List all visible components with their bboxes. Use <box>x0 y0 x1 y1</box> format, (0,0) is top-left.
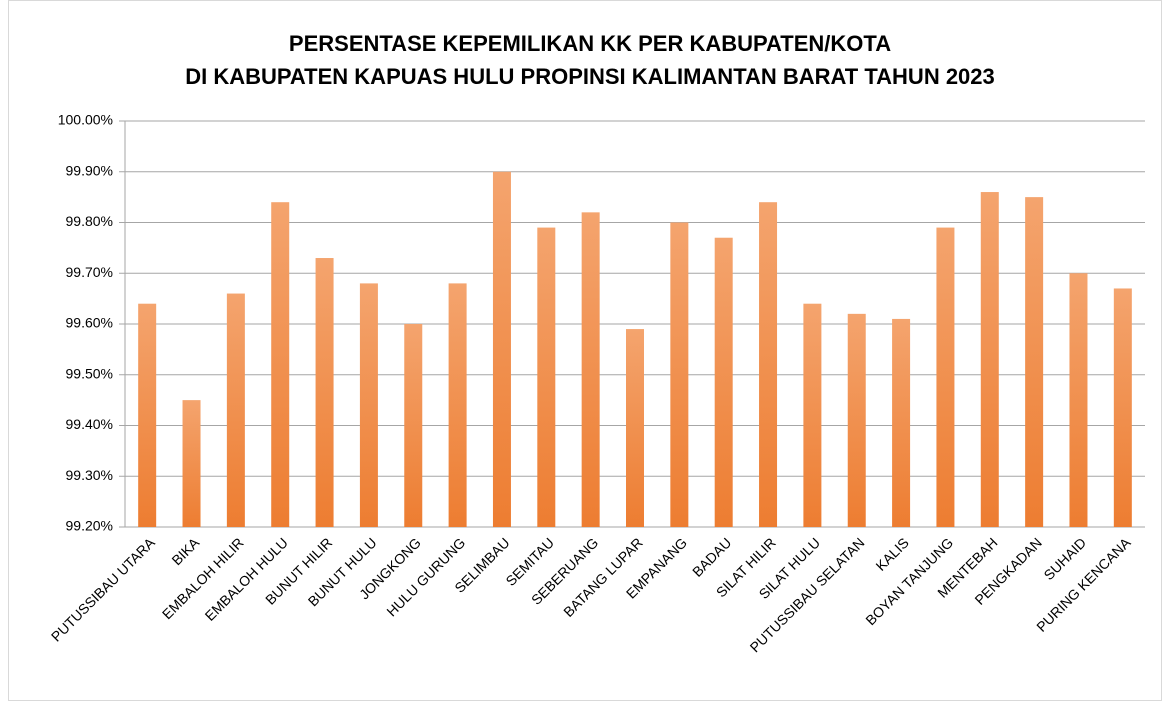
y-tick-label: 99.40% <box>66 416 113 432</box>
chart-title: DI KABUPATEN KAPUAS HULU PROPINSI KALIMA… <box>185 64 995 89</box>
bar <box>759 202 778 527</box>
y-tick-label: 99.60% <box>66 315 113 331</box>
x-tick-label: HULU GURUNG <box>383 534 468 619</box>
bar <box>448 283 467 527</box>
bar <box>359 283 378 527</box>
bar <box>1113 288 1132 527</box>
bar <box>492 171 511 527</box>
bar <box>182 400 201 527</box>
bar <box>1025 197 1044 527</box>
bar <box>714 237 733 527</box>
bar <box>271 202 290 527</box>
y-tick-label: 100.00% <box>58 112 113 128</box>
bar <box>315 258 334 527</box>
bar <box>138 303 157 527</box>
bar <box>404 324 423 527</box>
x-tick-label: BATANG LUPAR <box>560 534 646 620</box>
x-tick-label: EMBALOH HILIR <box>159 534 247 622</box>
bar <box>936 227 955 527</box>
y-tick-label: 99.90% <box>66 162 113 178</box>
y-tick-label: 99.30% <box>66 467 113 483</box>
x-tick-label: BIKA <box>168 534 202 568</box>
bar <box>980 192 999 528</box>
x-tick-label: PUTUSSIBAU UTARA <box>48 534 159 645</box>
y-tick-label: 99.20% <box>66 518 113 534</box>
bar <box>626 329 644 527</box>
bar <box>581 212 600 527</box>
x-tick-label: EMBALOH HULU <box>202 534 291 623</box>
bar <box>537 227 556 527</box>
bar <box>847 313 866 527</box>
bar <box>1069 273 1088 527</box>
bar <box>803 303 822 527</box>
bar <box>226 293 245 527</box>
chart-title: PERSENTASE KEPEMILIKAN KK PER KABUPATEN/… <box>289 31 891 56</box>
bar <box>670 222 689 527</box>
y-tick-label: 99.50% <box>66 365 113 381</box>
y-tick-label: 99.70% <box>66 264 113 280</box>
x-tick-label: KALIS <box>872 534 911 573</box>
bar <box>892 318 911 527</box>
chart-frame <box>8 0 1162 701</box>
y-tick-label: 99.80% <box>66 213 113 229</box>
